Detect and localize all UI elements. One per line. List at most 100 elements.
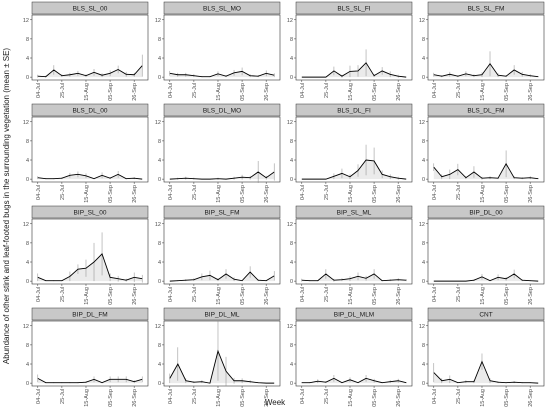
y-tick-label: 12 bbox=[419, 222, 425, 228]
x-tick-label: 26-Sep bbox=[264, 185, 270, 203]
y-tick-label: 4 bbox=[290, 158, 293, 164]
x-tick-label: 15-Aug bbox=[84, 185, 90, 203]
x-tick-label: 05-Sep bbox=[240, 185, 246, 203]
y-tick-label: 4 bbox=[26, 362, 29, 368]
y-tick-label: 8 bbox=[26, 241, 29, 247]
y-tick-label: 8 bbox=[158, 139, 161, 145]
panel bbox=[163, 116, 281, 183]
x-tick-label: 05-Sep bbox=[372, 287, 378, 305]
x-tick-label: 05-Sep bbox=[240, 83, 246, 101]
y-tick-label: 4 bbox=[158, 56, 161, 62]
area bbox=[301, 62, 407, 78]
line bbox=[37, 253, 143, 282]
strip bbox=[427, 103, 545, 117]
panel-title: BLS_DL_MO bbox=[203, 108, 241, 115]
y-tick-label: 0 bbox=[290, 75, 293, 81]
strip bbox=[31, 307, 149, 321]
y-tick-label: 12 bbox=[155, 18, 161, 24]
panel-title: BIP_DL_00 bbox=[469, 210, 503, 217]
y-tick-label: 4 bbox=[26, 158, 29, 164]
x-tick-label: 04-Jul bbox=[36, 287, 42, 302]
y-tick-label: 0 bbox=[290, 279, 293, 285]
x-tick-label: 05-Sep bbox=[240, 287, 246, 305]
x-tick-label: 15-Aug bbox=[480, 185, 486, 203]
x-tick-label: 26-Sep bbox=[528, 185, 534, 203]
y-tick-label: 12 bbox=[419, 18, 425, 24]
strip bbox=[163, 205, 281, 219]
line bbox=[169, 70, 275, 78]
x-tick-label: 26-Sep bbox=[528, 83, 534, 101]
x-tick-label: 26-Sep bbox=[264, 287, 270, 305]
y-tick-label: 0 bbox=[422, 279, 425, 285]
y-tick-label: 8 bbox=[158, 343, 161, 349]
x-tick-label: 26-Sep bbox=[396, 83, 402, 101]
panel-title: BLS_SL_FM bbox=[468, 6, 505, 13]
panel-title: BLS_DL_FI bbox=[337, 108, 371, 115]
y-tick-label: 12 bbox=[23, 18, 29, 24]
x-tick-label: 05-Sep bbox=[108, 389, 114, 407]
panel-title: CNT bbox=[479, 312, 492, 319]
x-tick-label: 04-Jul bbox=[36, 389, 42, 404]
panel bbox=[295, 320, 413, 387]
y-tick-label: 12 bbox=[287, 324, 293, 330]
x-tick-label: 04-Jul bbox=[432, 185, 438, 200]
x-tick-label: 15-Aug bbox=[216, 83, 222, 101]
y-tick-label: 8 bbox=[158, 241, 161, 247]
x-tick-label: 15-Aug bbox=[348, 389, 354, 407]
strip bbox=[295, 1, 413, 15]
line bbox=[433, 360, 539, 384]
y-axis-label: Abundance of other stink and leaf-footed… bbox=[2, 48, 11, 364]
y-tick-label: 8 bbox=[26, 37, 29, 43]
line bbox=[301, 273, 407, 282]
y-tick-label: 8 bbox=[290, 139, 293, 145]
x-tick-label: 26-Sep bbox=[132, 185, 138, 203]
y-tick-label: 8 bbox=[290, 343, 293, 349]
x-tick-label: 15-Aug bbox=[348, 83, 354, 101]
y-tick-label: 0 bbox=[290, 381, 293, 387]
x-tick-label: 26-Sep bbox=[132, 287, 138, 305]
strip bbox=[163, 103, 281, 117]
x-tick-label: 26-Sep bbox=[132, 83, 138, 101]
panel-title: BIP_SL_ML bbox=[337, 210, 372, 217]
panel bbox=[163, 218, 281, 285]
x-tick-label: 05-Sep bbox=[108, 287, 114, 305]
y-tick-label: 0 bbox=[158, 75, 161, 81]
x-tick-label: 04-Jul bbox=[36, 185, 42, 200]
x-tick-label: 25-Jul bbox=[456, 83, 462, 98]
line bbox=[301, 159, 407, 180]
x-tick-label: 04-Jul bbox=[168, 287, 174, 302]
strip bbox=[31, 205, 149, 219]
y-tick-label: 12 bbox=[419, 120, 425, 126]
x-tick-label: 26-Sep bbox=[264, 389, 270, 407]
x-tick-label: 05-Sep bbox=[108, 83, 114, 101]
y-tick-label: 4 bbox=[422, 260, 425, 266]
panel bbox=[295, 116, 413, 183]
y-tick-label: 0 bbox=[422, 177, 425, 183]
x-tick-label: 25-Jul bbox=[192, 185, 198, 200]
y-tick-label: 12 bbox=[23, 120, 29, 126]
line bbox=[433, 62, 539, 78]
y-tick-label: 0 bbox=[26, 75, 29, 81]
x-tick-label: 25-Jul bbox=[60, 389, 66, 404]
x-tick-label: 26-Sep bbox=[396, 185, 402, 203]
x-tick-label: 15-Aug bbox=[84, 287, 90, 305]
y-tick-label: 4 bbox=[26, 260, 29, 266]
x-tick-label: 05-Sep bbox=[504, 185, 510, 203]
panel-title: BIP_SL_00 bbox=[74, 210, 107, 217]
x-tick-label: 15-Aug bbox=[480, 389, 486, 407]
y-tick-label: 4 bbox=[158, 158, 161, 164]
x-tick-label: 25-Jul bbox=[324, 389, 330, 404]
panel-title: BLS_DL_FM bbox=[467, 108, 504, 115]
line bbox=[301, 377, 407, 384]
line bbox=[169, 271, 275, 282]
x-tick-label: 25-Jul bbox=[324, 287, 330, 302]
x-tick-label: 26-Sep bbox=[396, 389, 402, 407]
x-tick-label: 15-Aug bbox=[480, 83, 486, 101]
strip bbox=[295, 307, 413, 321]
y-tick-label: 4 bbox=[290, 56, 293, 62]
area bbox=[433, 361, 539, 384]
x-tick-label: 26-Sep bbox=[396, 287, 402, 305]
x-tick-label: 15-Aug bbox=[84, 389, 90, 407]
y-tick-label: 8 bbox=[422, 37, 425, 43]
y-tick-label: 4 bbox=[422, 158, 425, 164]
